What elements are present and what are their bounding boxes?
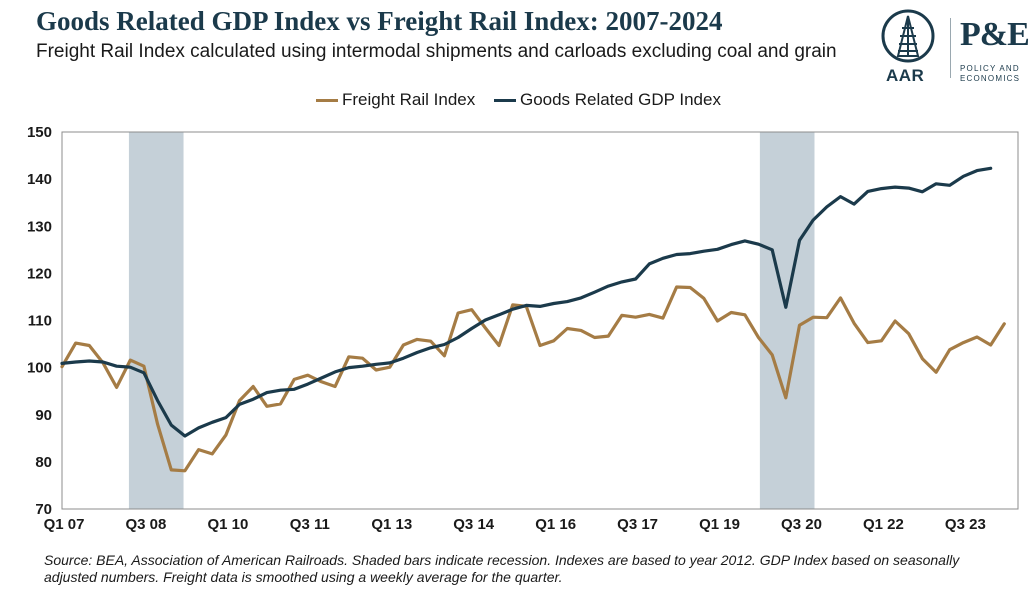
y-tick-label: 80 bbox=[35, 454, 52, 471]
aar-rail-icon bbox=[881, 9, 935, 63]
y-tick-label: 150 bbox=[27, 124, 52, 141]
legend-label-freight: Freight Rail Index bbox=[342, 90, 476, 109]
x-tick-label: Q1 22 bbox=[863, 516, 904, 533]
legend-label-gdp: Goods Related GDP Index bbox=[519, 90, 721, 109]
pe-logo-text: P&E bbox=[960, 16, 1030, 53]
y-tick-label: 140 bbox=[27, 171, 52, 188]
chart-legend: Freight Rail Index Goods Related GDP Ind… bbox=[316, 90, 735, 110]
x-tick-label: Q1 13 bbox=[371, 516, 412, 533]
gdp-index-line bbox=[60, 166, 993, 438]
plot-border bbox=[61, 131, 1019, 510]
source-note: Source: BEA, Association of American Rai… bbox=[44, 552, 960, 585]
chart-title: Goods Related GDP Index vs Freight Rail … bbox=[36, 6, 723, 36]
recession-bands bbox=[128, 132, 815, 509]
y-tick-label: 100 bbox=[27, 360, 52, 377]
x-axis-ticks: Q1 07 Q3 08 Q1 10 Q3 11 Q1 13 Q3 14 Q1 16 Q3 17… bbox=[44, 516, 986, 533]
pe-logo-subtext: POLICY AND ECONOMICS bbox=[960, 64, 1021, 83]
x-tick-label: Q3 14 bbox=[453, 516, 495, 533]
logo-divider bbox=[950, 18, 951, 78]
x-tick-label: Q3 23 bbox=[945, 516, 986, 533]
aar-logo-text: AAR bbox=[886, 66, 925, 85]
legend-swatch-gdp bbox=[493, 99, 516, 103]
x-tick-label: Q1 19 bbox=[699, 516, 740, 533]
y-axis-ticks: 70 80 90 100 110 120 130 140 150 bbox=[27, 124, 52, 518]
series-lines bbox=[60, 166, 1006, 473]
legend-item-gdp: Goods Related GDP Index bbox=[493, 90, 721, 110]
x-tick-label: Q3 11 bbox=[290, 516, 330, 533]
x-tick-label: Q1 10 bbox=[207, 516, 248, 533]
x-tick-label: Q3 20 bbox=[781, 516, 822, 533]
x-tick-label: Q3 17 bbox=[617, 516, 658, 533]
freight-rail-line bbox=[60, 285, 1006, 473]
y-tick-label: 70 bbox=[35, 501, 52, 518]
legend-item-freight: Freight Rail Index bbox=[316, 90, 475, 110]
recession-band-1 bbox=[128, 132, 184, 509]
plot-frame bbox=[61, 131, 1019, 510]
y-tick-label: 90 bbox=[35, 407, 52, 424]
y-tick-label: 120 bbox=[27, 265, 52, 282]
y-tick-label: 110 bbox=[28, 313, 52, 330]
x-tick-label: Q1 07 bbox=[44, 516, 85, 533]
x-tick-label: Q3 08 bbox=[126, 516, 167, 533]
x-tick-label: Q1 16 bbox=[535, 516, 576, 533]
y-tick-label: 130 bbox=[27, 218, 52, 235]
logo-area: AAR P&E POLICY AND ECONOMICS bbox=[880, 8, 1030, 88]
chart-subtitle: Freight Rail Index calculated using inte… bbox=[36, 41, 837, 62]
legend-swatch-freight bbox=[316, 99, 338, 103]
